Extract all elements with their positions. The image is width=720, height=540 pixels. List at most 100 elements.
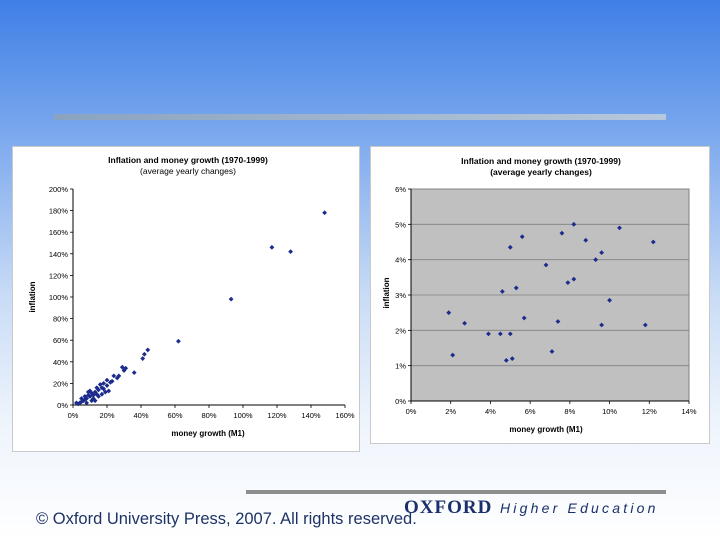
data-point [96,393,101,399]
data-point [322,210,327,216]
y-tick-label: 160% [49,228,69,237]
data-point [99,385,105,391]
x-tick-label: 14% [681,407,696,416]
x-tick-label: 0% [406,407,417,416]
x-tick-label: 0% [68,411,79,420]
y-tick-label: 120% [49,271,69,280]
data-point [593,257,599,263]
data-point [84,400,89,406]
data-point [571,276,577,282]
data-point [123,365,129,371]
x-tick-label: 60% [167,411,182,420]
data-point [642,322,648,328]
x-tick-label: 100% [233,411,253,420]
data-point [79,396,84,401]
data-point [92,389,98,395]
data-point [571,221,577,227]
y-tick-label: 6% [395,185,406,194]
data-point [140,356,146,361]
y-tick-label: 1% [395,362,406,371]
chart-subtitle: (average yearly changes) [140,166,236,176]
publisher-logo: OXFORD [404,497,493,518]
y-tick-label: 4% [395,256,406,265]
data-point [121,368,127,373]
data-point [507,331,513,337]
x-tick-label: 140% [301,411,321,420]
data-point [599,250,605,255]
y-tick-label: 3% [395,291,406,300]
data-point [106,388,112,394]
data-point [228,296,234,302]
data-point [108,379,113,385]
x-tick-label: 80% [201,411,216,420]
data-point [142,351,147,357]
y-tick-label: 5% [395,220,406,229]
y-tick-label: 80% [53,315,68,324]
x-tick-label: 160% [335,411,355,420]
y-axis-label: inflation [382,277,391,308]
y-axis-label: inflation [28,281,37,312]
data-point [99,391,105,397]
plot-area: 0% 20% 40% 60% 80% 100% 120% 140% 160% 180% 200% 0%… [49,185,355,420]
plot-background [73,189,345,405]
data-point [446,310,452,316]
data-point [85,392,91,398]
data-point [96,387,101,393]
data-point [269,244,275,250]
data-point [503,357,509,363]
data-point [509,356,515,361]
data-point [109,378,115,384]
data-point [97,382,103,387]
chart-title: Inflation and money growth (1970-1999) [108,155,268,165]
plot-area: 0% 1% 2% 3% 4% 5% 6% 0% 2% 4% 6% 8% 10% 12% 14% [395,185,697,416]
y-tick-label: 40% [53,358,68,367]
data-point [91,392,96,398]
data-point [462,320,468,326]
data-point [559,230,565,236]
data-point [131,370,137,375]
data-point [486,331,491,337]
y-tick-label: 2% [395,326,406,335]
footer-divider [246,490,666,494]
data-point [499,289,505,294]
x-axis-label: money growth (M1) [509,425,583,434]
x-tick-label: 6% [525,407,536,416]
data-point [565,280,571,286]
chart-title: Inflation and money growth (1970-1999) [461,156,621,166]
data-point [74,400,79,406]
data-point [519,234,525,240]
x-tick-label: 120% [267,411,287,420]
chart-panel-right: Inflation and money growth (1970-1999) (… [370,146,710,444]
x-tick-label: 40% [133,411,148,420]
data-point [104,377,110,383]
title-divider [54,114,666,120]
data-point [450,352,456,358]
data-point [288,249,293,255]
data-point [497,331,503,337]
data-point [599,322,605,328]
x-tick-label: 20% [99,411,114,420]
y-tick-label: 60% [53,336,68,345]
data-point [104,383,110,388]
data-point [555,319,561,324]
data-point [176,338,181,344]
data-point [101,386,106,392]
data-point [507,244,513,250]
data-point [85,389,91,395]
x-tick-label: 4% [485,407,496,416]
data-point [617,225,622,231]
x-tick-label: 8% [564,407,575,416]
data-point [583,237,589,243]
data-point [92,398,98,404]
data-point [82,393,88,399]
data-point [94,385,100,391]
y-tick-label: 180% [49,207,69,216]
y-tick-label: 200% [49,185,69,194]
x-tick-label: 12% [642,407,657,416]
data-point [607,297,612,303]
y-tick-label: 0% [57,401,68,410]
chart-left: Inflation and money growth (1970-1999) (… [28,155,355,438]
x-axis-label: money growth (M1) [171,429,245,438]
data-point [513,285,519,291]
chart-panel-left: Inflation and money growth (1970-1999) (… [12,146,360,452]
